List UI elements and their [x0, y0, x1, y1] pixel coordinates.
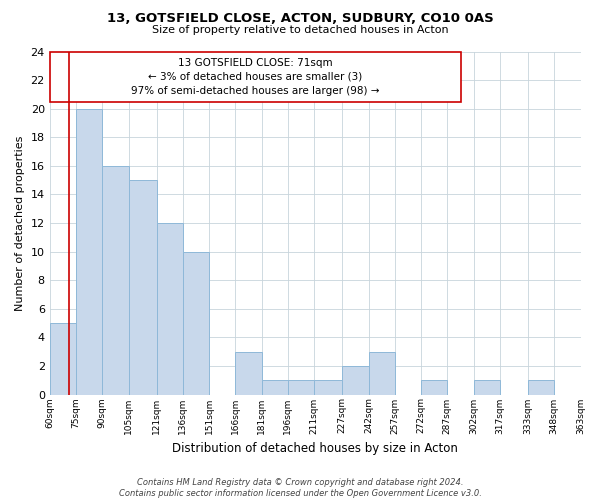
Bar	[50, 323, 76, 394]
Bar	[528, 380, 554, 394]
Bar	[342, 366, 368, 394]
Text: Contains HM Land Registry data © Crown copyright and database right 2024.
Contai: Contains HM Land Registry data © Crown c…	[119, 478, 481, 498]
Bar	[76, 108, 102, 395]
Bar	[102, 166, 128, 394]
Bar	[368, 352, 395, 395]
Bar	[183, 252, 209, 394]
X-axis label: Distribution of detached houses by size in Acton: Distribution of detached houses by size …	[172, 442, 458, 455]
Text: 13 GOTSFIELD CLOSE: 71sqm
← 3% of detached houses are smaller (3)
97% of semi-de: 13 GOTSFIELD CLOSE: 71sqm ← 3% of detach…	[131, 58, 380, 96]
Bar	[128, 180, 157, 394]
Text: Size of property relative to detached houses in Acton: Size of property relative to detached ho…	[152, 25, 448, 35]
Bar	[288, 380, 314, 394]
Bar	[157, 223, 183, 394]
Y-axis label: Number of detached properties: Number of detached properties	[15, 136, 25, 310]
Bar	[421, 380, 448, 394]
Bar	[473, 380, 500, 394]
Bar	[235, 352, 262, 395]
Text: 13, GOTSFIELD CLOSE, ACTON, SUDBURY, CO10 0AS: 13, GOTSFIELD CLOSE, ACTON, SUDBURY, CO1…	[107, 12, 493, 26]
Bar	[262, 380, 288, 394]
FancyBboxPatch shape	[50, 52, 461, 102]
Bar	[314, 380, 342, 394]
